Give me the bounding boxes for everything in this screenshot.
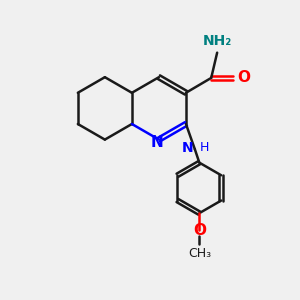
Text: N: N: [182, 141, 194, 155]
Text: H: H: [200, 141, 210, 154]
Text: O: O: [193, 224, 206, 238]
Text: N: N: [151, 135, 164, 150]
Text: O: O: [237, 70, 250, 86]
Text: CH₃: CH₃: [188, 247, 211, 260]
Text: NH₂: NH₂: [202, 34, 232, 48]
